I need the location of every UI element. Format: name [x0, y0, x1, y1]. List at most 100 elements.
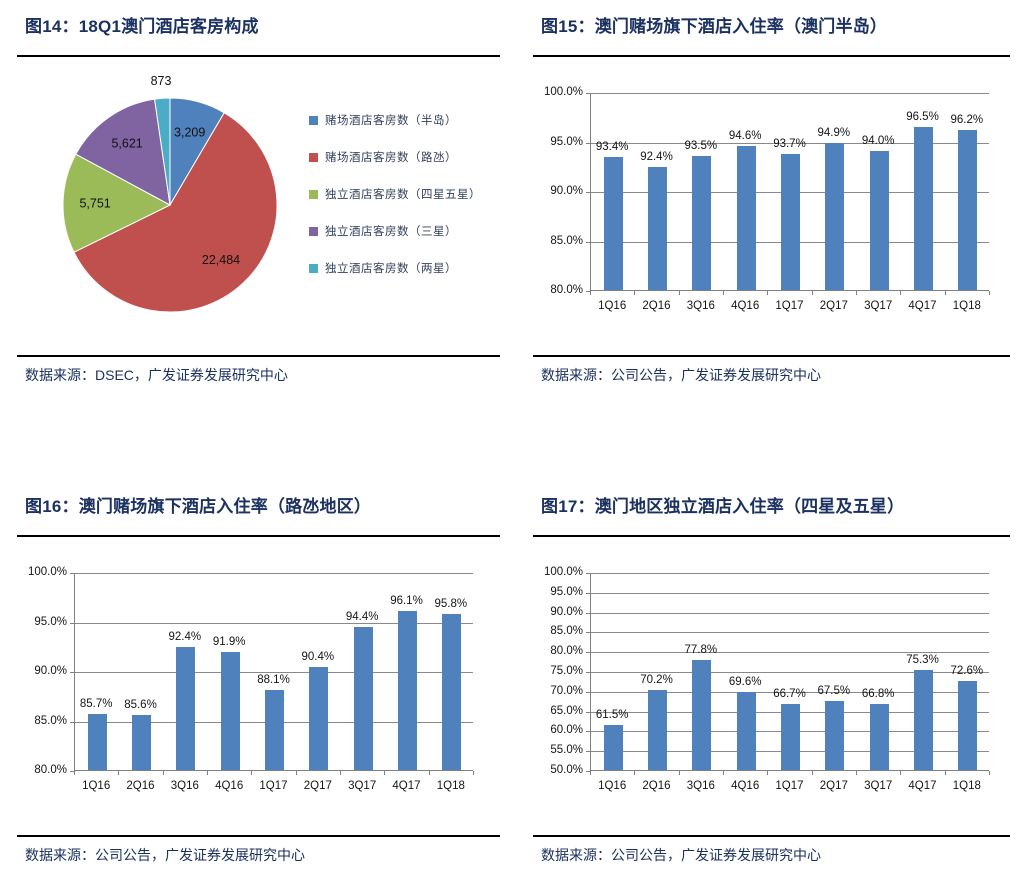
x-tick-label: 2Q17: [819, 300, 848, 312]
panel-source-fig17: 数据来源：公司公告，广发证券发展研究中心: [541, 847, 821, 863]
pie-value-label: 5,751: [79, 197, 110, 211]
x-tick-label: 4Q17: [908, 300, 937, 312]
legend-label: 赌场酒店客房数（路氹）: [325, 152, 457, 164]
y-tick-label: 100.0%: [27, 566, 67, 578]
pie-value-label: 22,484: [202, 253, 240, 267]
y-tick-mark: [586, 93, 590, 94]
x-tick-label: 1Q16: [598, 780, 627, 792]
bar: [736, 145, 756, 290]
bar-value-label: 93.4%: [595, 141, 629, 154]
bar-value-label: 88.1%: [257, 673, 290, 686]
x-tick-mark: [767, 771, 769, 775]
x-tick-mark: [207, 771, 208, 775]
x-tick-mark: [295, 771, 297, 775]
bar-value-label: 94.6%: [728, 129, 762, 142]
pie-value-label: 3,209: [174, 126, 205, 140]
bar-value-label: 69.6%: [728, 676, 762, 689]
bar: [781, 154, 800, 290]
y-tick-mark: [586, 573, 590, 574]
y-tick-label: 95.0%: [550, 585, 583, 598]
x-tick-label: 4Q17: [392, 780, 421, 792]
y-tick-mark: [70, 721, 74, 723]
pie-legend: 赌场酒店客房数（半岛） 赌场酒店客房数（路氹） 独立酒店客房数（四星五星） 独立酒店客…: [309, 112, 481, 297]
y-tick-mark: [586, 672, 590, 673]
panel-fig17: 图17：澳门地区独立酒店入住率（四星及五星） 50.0% 55.0% 60.0% 65…: [533, 488, 1010, 865]
y-tick-mark: [586, 731, 590, 733]
bar-value-label: 93.5%: [684, 140, 718, 153]
pie-chart-fig14: 3,209 22,484 5,751 5,621 873 赌场酒店客房数（半岛） 赌场酒店客…: [17, 65, 500, 353]
bar-value-label: 70.2%: [640, 674, 673, 686]
gridline: [591, 612, 989, 614]
x-tick-mark: [678, 291, 680, 295]
bar: [958, 129, 978, 290]
panel-title-fig15: 图15：澳门赌场旗下酒店入住率（澳门半岛）: [541, 17, 888, 36]
x-tick-mark: [856, 291, 857, 295]
pie-value-label: 873: [151, 74, 172, 88]
bar-value-label: 91.9%: [212, 636, 246, 649]
x-tick-label: 1Q18: [952, 300, 981, 312]
bar-value-label: 94.9%: [817, 126, 851, 139]
bar-value-label: 77.8%: [684, 643, 718, 656]
x-tick-mark: [811, 771, 813, 775]
x-tick-mark: [428, 771, 430, 775]
pie-value-label: 5,621: [111, 137, 142, 151]
y-tick-mark: [586, 691, 590, 693]
x-tick-label: 3Q16: [170, 780, 199, 792]
pie-svg: 3,209 22,484 5,751 5,621 873: [62, 74, 278, 313]
plot-area: [590, 93, 989, 291]
pie-slice: [75, 98, 171, 206]
x-tick-label: 1Q17: [775, 300, 804, 312]
x-tick-mark: [944, 291, 946, 295]
legend-label: 独立酒店客房数（四星五星）: [325, 189, 481, 201]
y-tick-mark: [586, 771, 590, 772]
panel-fig14: 图14：18Q1澳门酒店客房构成 3,209 22,484 5,751 5,621 87…: [17, 8, 500, 385]
source-rule: [533, 835, 1010, 837]
x-tick-label: 1Q16: [598, 300, 627, 312]
y-tick-label: 100.0%: [543, 86, 583, 98]
y-tick-label: 60.0%: [550, 724, 583, 737]
x-tick-label: 2Q16: [126, 780, 155, 792]
bar-value-label: 92.4%: [640, 151, 673, 164]
y-tick-mark: [70, 622, 74, 624]
x-tick-mark: [162, 771, 164, 775]
y-tick-label: 75.0%: [550, 665, 583, 677]
y-tick-mark: [70, 672, 74, 673]
x-tick-mark: [856, 771, 857, 775]
bar-value-label: 94.0%: [861, 135, 895, 148]
x-tick-label: 3Q17: [864, 780, 893, 792]
gridline: [591, 573, 989, 574]
bar: [692, 659, 712, 770]
bar-chart-fig17: 50.0% 55.0% 60.0% 65.0% 70.0% 75.0% 80.0% 85.0%…: [533, 545, 1010, 833]
bar: [648, 167, 667, 290]
x-tick-label: 1Q17: [775, 780, 804, 792]
bar: [309, 667, 329, 770]
legend-label: 独立酒店客房数（三星）: [325, 226, 457, 238]
x-tick-mark: [384, 771, 386, 775]
y-tick-mark: [586, 142, 590, 144]
x-tick-label: 1Q18: [952, 780, 981, 792]
x-tick-label: 1Q16: [82, 780, 111, 792]
bar-value-label: 66.8%: [861, 687, 895, 700]
bar-value-label: 94.4%: [345, 611, 379, 624]
title-rule: [17, 55, 500, 57]
panel-source-fig15: 数据来源：公司公告，广发证券发展研究中心: [541, 367, 821, 383]
y-tick-mark: [586, 612, 590, 614]
x-tick-label: 4Q16: [731, 300, 760, 312]
x-tick-mark: [900, 771, 902, 775]
bar-value-label: 93.7%: [773, 138, 806, 151]
y-tick-mark: [586, 241, 590, 243]
plot-area: [590, 573, 989, 771]
x-tick-label: 1Q17: [259, 780, 288, 792]
x-tick-mark: [944, 771, 946, 775]
gridline: [75, 573, 473, 574]
legend-item: 赌场酒店客房数（半岛）: [309, 112, 481, 128]
bar: [781, 703, 800, 770]
gridline: [591, 691, 989, 693]
x-tick-label: 3Q16: [686, 780, 715, 792]
bar-chart-fig16: 80.0% 85.0% 90.0% 95.0% 100.0% 85.7% 85.6% 92.4…: [17, 545, 500, 833]
legend-item: 独立酒店客房数（三星）: [309, 223, 481, 239]
x-tick-mark: [634, 291, 636, 295]
legend-swatch: [309, 152, 318, 162]
y-tick-mark: [586, 711, 590, 713]
bar-value-label: 67.5%: [817, 684, 851, 697]
